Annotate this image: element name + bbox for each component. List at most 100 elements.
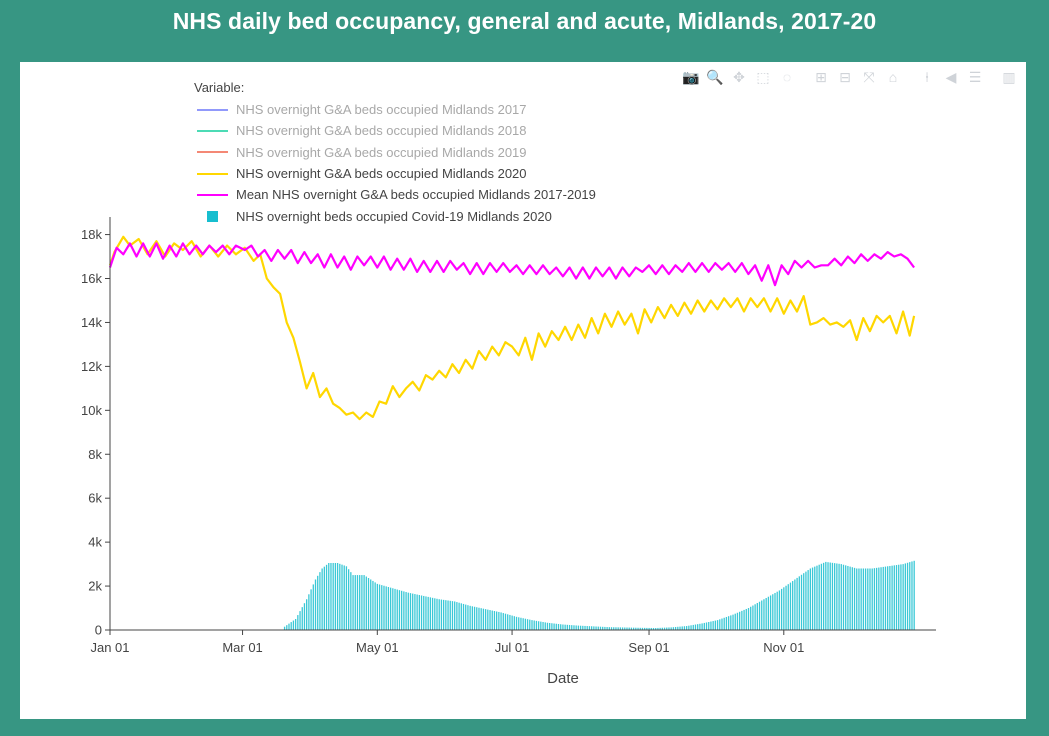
covid-bar[interactable] — [822, 562, 825, 630]
covid-bar[interactable] — [754, 604, 756, 630]
covid-bar[interactable] — [588, 626, 591, 630]
covid-bar[interactable] — [787, 584, 789, 630]
covid-bar[interactable] — [710, 621, 712, 630]
covid-bar[interactable] — [323, 566, 325, 630]
covid-bar[interactable] — [626, 627, 628, 630]
covid-bar[interactable] — [553, 623, 555, 630]
covid-bar[interactable] — [792, 581, 794, 630]
covid-bar[interactable] — [341, 564, 343, 630]
covid-bar[interactable] — [283, 626, 286, 630]
covid-bar[interactable] — [423, 595, 425, 630]
covid-bar[interactable] — [613, 627, 615, 630]
covid-bar[interactable] — [401, 590, 403, 630]
covid-bar[interactable] — [685, 626, 688, 630]
legend-item[interactable]: NHS overnight beds occupied Covid-19 Mid… — [194, 205, 596, 226]
covid-bar[interactable] — [736, 612, 739, 630]
covid-bar[interactable] — [891, 565, 893, 630]
covid-bar[interactable] — [644, 627, 646, 630]
covid-bar[interactable] — [690, 625, 692, 630]
covid-bar[interactable] — [593, 626, 595, 630]
covid-bar[interactable] — [745, 608, 747, 630]
chart-plot[interactable]: 0 2k 4k 6k 8k 10k 12k 14k 16k 18k Jan 01 Mar 01 May … — [20, 62, 1026, 719]
covid-bar[interactable] — [398, 590, 401, 630]
covid-bar[interactable] — [776, 591, 778, 630]
covid-bar[interactable] — [471, 606, 474, 630]
covid-bar[interactable] — [319, 572, 321, 630]
covid-bar[interactable] — [818, 564, 820, 630]
covid-bar[interactable] — [789, 582, 792, 630]
covid-bar[interactable] — [334, 562, 337, 630]
covid-bar[interactable] — [407, 592, 409, 630]
covid-bar[interactable] — [484, 609, 487, 630]
covid-bar[interactable] — [595, 626, 597, 630]
covid-bar[interactable] — [385, 586, 387, 630]
covid-bar[interactable] — [913, 560, 915, 630]
covid-bar[interactable] — [372, 580, 374, 630]
covid-bar[interactable] — [573, 625, 575, 630]
covid-bar[interactable] — [529, 619, 531, 630]
covid-bar[interactable] — [734, 613, 736, 630]
covid-bar[interactable] — [608, 627, 610, 630]
covid-bar[interactable] — [579, 625, 582, 630]
covid-bar[interactable] — [663, 627, 666, 630]
covid-bar[interactable] — [827, 562, 829, 630]
covid-bar[interactable] — [524, 618, 527, 630]
covid-bar[interactable] — [785, 585, 787, 630]
covid-bar[interactable] — [836, 563, 838, 630]
covid-bar[interactable] — [621, 627, 624, 630]
covid-bar[interactable] — [288, 623, 290, 630]
covid-bar[interactable] — [389, 587, 392, 630]
covid-bar[interactable] — [451, 601, 454, 630]
covid-bar[interactable] — [659, 627, 661, 630]
covid-bar[interactable] — [666, 627, 668, 630]
covid-bar[interactable] — [321, 568, 323, 630]
lasso-select-icon[interactable]: ◌ — [782, 69, 792, 85]
covid-bar[interactable] — [518, 617, 520, 630]
covid-bar[interactable] — [780, 588, 783, 630]
series-line[interactable] — [108, 235, 916, 421]
covid-bar[interactable] — [436, 598, 438, 630]
covid-bar[interactable] — [805, 571, 807, 630]
covid-bar[interactable] — [310, 589, 312, 630]
covid-bar[interactable] — [606, 627, 608, 630]
covid-bar[interactable] — [531, 620, 533, 630]
covid-bar[interactable] — [405, 592, 407, 630]
covid-bar[interactable] — [582, 625, 584, 630]
covid-bar[interactable] — [699, 623, 701, 630]
covid-bar[interactable] — [761, 600, 763, 631]
covid-bar[interactable] — [880, 567, 882, 630]
covid-bar[interactable] — [840, 564, 842, 630]
covid-bar[interactable] — [694, 624, 697, 630]
series-line[interactable] — [108, 242, 915, 287]
covid-bar[interactable] — [758, 601, 761, 630]
covid-bar[interactable] — [599, 626, 602, 630]
covid-bar[interactable] — [683, 626, 686, 630]
covid-bar[interactable] — [624, 627, 626, 630]
covid-bar[interactable] — [314, 579, 317, 630]
covid-bar[interactable] — [869, 568, 871, 630]
covid-bar[interactable] — [560, 624, 562, 630]
covid-bar[interactable] — [597, 626, 599, 630]
covid-bar[interactable] — [339, 563, 341, 630]
covid-bar[interactable] — [803, 573, 805, 630]
pan-icon[interactable]: ✥ — [733, 68, 745, 85]
covid-bar[interactable] — [551, 623, 553, 630]
covid-bar[interactable] — [507, 614, 509, 630]
covid-bar[interactable] — [412, 593, 414, 630]
covid-bar[interactable] — [864, 568, 867, 630]
covid-bar[interactable] — [677, 626, 679, 630]
covid-bar[interactable] — [884, 566, 887, 630]
covid-bar[interactable] — [482, 608, 485, 630]
covid-bar[interactable] — [851, 567, 853, 630]
covid-bar[interactable] — [294, 619, 297, 630]
covid-bar[interactable] — [447, 600, 449, 631]
covid-bar[interactable] — [509, 614, 511, 630]
covid-bar[interactable] — [374, 582, 376, 630]
covid-bar[interactable] — [743, 609, 745, 630]
covid-bar[interactable] — [515, 616, 518, 630]
covid-bar[interactable] — [343, 565, 345, 630]
covid-bar[interactable] — [363, 575, 365, 630]
covid-bar[interactable] — [367, 578, 370, 630]
covid-bar[interactable] — [610, 627, 613, 630]
covid-bar[interactable] — [816, 565, 818, 630]
